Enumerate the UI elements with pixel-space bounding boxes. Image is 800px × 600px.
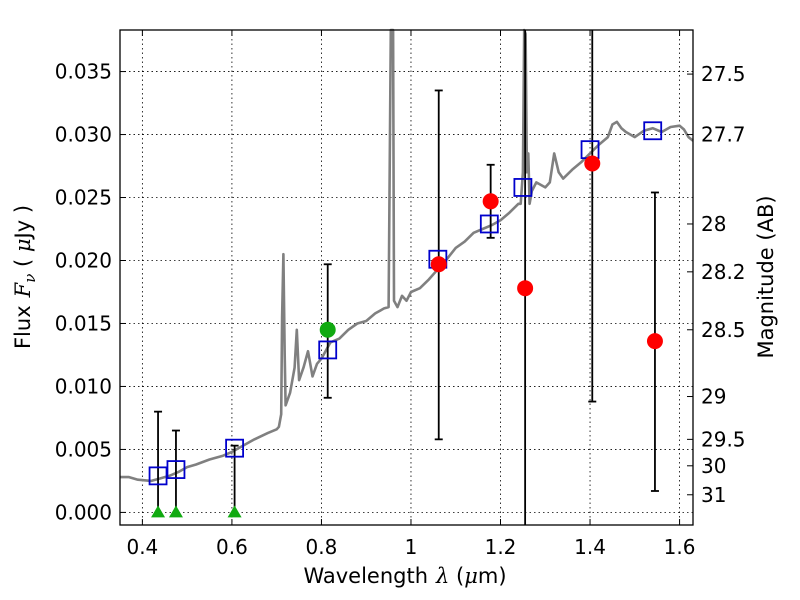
error-bars [154, 30, 659, 525]
model-photometry [148, 121, 663, 486]
y2-tick-label: 27.5 [701, 62, 746, 86]
y-tick-label: 0.005 [55, 437, 112, 461]
x-tick-label: 0.4 [126, 535, 158, 559]
x-tick-label: 0.8 [306, 535, 338, 559]
x-tick-label: 1.4 [574, 535, 606, 559]
x-axis-unit-mu: μ [464, 564, 478, 588]
x-axis-unit-close: m) [478, 564, 507, 588]
y2-tick-label: 28.5 [701, 318, 746, 342]
upper-limit-triangle [168, 505, 183, 518]
y-tick-label: 0.015 [55, 311, 112, 335]
model-photometry-square [166, 460, 186, 479]
y-tick-label: 0.025 [55, 186, 112, 210]
y2-axis-label: Magnitude (AB) [754, 195, 778, 358]
y-axis-unit-open: ( [11, 252, 35, 274]
upper-limit-triangle [227, 505, 242, 518]
x-tick-label: 1 [405, 535, 418, 559]
y-tick-label: 0.030 [55, 123, 112, 147]
y2-tick-label: 27.7 [701, 123, 746, 147]
y2-tick-label: 29 [701, 385, 726, 409]
y-tick-label: 0.010 [55, 374, 112, 398]
model-photometry-square [148, 466, 168, 486]
y-tick-label: 0.035 [55, 60, 112, 84]
data-markers [151, 155, 663, 518]
y-axis-flux-symbol: F [11, 281, 35, 298]
x-axis-unit-open: ( [449, 564, 464, 588]
detection-point [646, 333, 663, 350]
upper-limit-triangle [151, 505, 166, 518]
x-tick-label: 0.6 [216, 535, 248, 559]
x-tick-label: 1.2 [485, 535, 517, 559]
y-axis-unit-close: Jy ) [11, 205, 35, 241]
model-photometry-square [479, 214, 499, 234]
y2-tick-label: 31 [701, 483, 726, 507]
detection-point [482, 193, 499, 210]
x-axis-lambda: λ [435, 564, 449, 588]
spectrum-line [120, 28, 694, 483]
y-axis-nu: ν [21, 274, 39, 283]
y-tick-label: 0.000 [55, 500, 112, 524]
y-axis-label: Flux Fν ( μJy ) [11, 205, 39, 349]
x-axis-label-text: Wavelength [303, 564, 428, 588]
optical-detection-point [319, 321, 336, 338]
model-photometry-square [643, 121, 663, 141]
grid-lines [120, 30, 693, 525]
y2-tick-label: 28 [701, 212, 726, 236]
detection-point [517, 280, 534, 297]
plot-frame [119, 29, 694, 526]
model-photometry-square [513, 178, 533, 197]
axis-ticks: 0.4 0.6 0.8 1 1.2 1.4 1.6 0.000 0.005 0.010 0.015 0… [55, 30, 746, 559]
detection-point [584, 155, 601, 172]
x-axis-label: Wavelength λ (μm) [303, 564, 506, 588]
y2-tick-label: 29.5 [701, 427, 746, 451]
x-tick-label: 1.6 [664, 535, 696, 559]
y2-tick-label: 30 [701, 454, 726, 478]
y-tick-label: 0.020 [55, 248, 112, 272]
y2-tick-label: 28.2 [701, 260, 746, 284]
model-photometry-square [225, 438, 245, 458]
y-axis-label-text: Flux [11, 305, 35, 349]
y-axis-unit-mu: μ [11, 238, 35, 252]
model-photometry-square [318, 340, 338, 360]
model-spectrum [120, 28, 694, 483]
detection-point [430, 256, 447, 273]
